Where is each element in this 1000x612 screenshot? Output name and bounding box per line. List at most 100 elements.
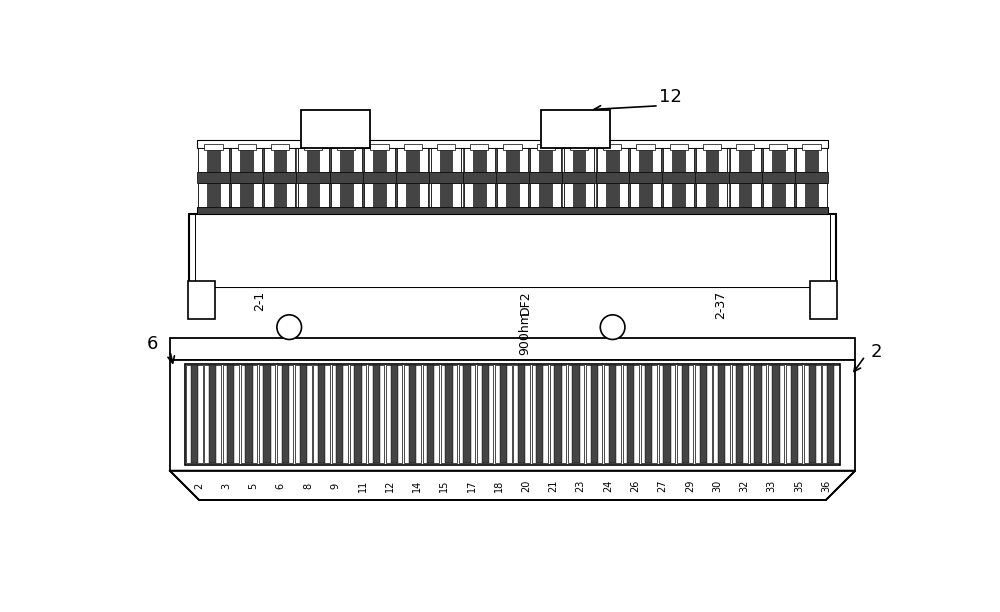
Bar bbox=[805, 148, 818, 172]
Bar bbox=[703, 143, 721, 150]
Bar bbox=[796, 148, 827, 172]
Bar bbox=[301, 110, 370, 148]
Bar bbox=[231, 148, 262, 172]
Bar bbox=[539, 183, 552, 207]
Bar bbox=[431, 148, 461, 172]
Bar bbox=[696, 148, 727, 172]
Text: 21: 21 bbox=[548, 480, 558, 492]
Bar bbox=[706, 183, 718, 207]
Bar bbox=[373, 183, 386, 207]
Bar bbox=[530, 148, 561, 172]
Bar bbox=[209, 365, 216, 463]
Bar bbox=[564, 148, 594, 172]
Bar bbox=[736, 143, 754, 150]
Text: 8: 8 bbox=[303, 483, 313, 489]
Bar bbox=[639, 148, 652, 172]
Bar bbox=[550, 365, 566, 463]
Bar bbox=[477, 365, 493, 463]
Bar bbox=[245, 365, 253, 463]
Bar bbox=[645, 365, 652, 463]
Bar bbox=[763, 148, 794, 172]
Bar bbox=[586, 365, 602, 463]
Bar bbox=[573, 183, 585, 207]
Bar bbox=[277, 365, 293, 463]
Bar bbox=[482, 365, 489, 463]
Bar bbox=[696, 183, 727, 207]
Bar bbox=[441, 365, 457, 463]
Bar bbox=[264, 183, 295, 207]
Bar bbox=[307, 148, 319, 172]
Bar bbox=[541, 110, 610, 148]
Bar bbox=[591, 365, 598, 463]
Bar bbox=[445, 365, 453, 463]
Bar bbox=[809, 365, 816, 463]
Circle shape bbox=[277, 315, 302, 340]
Bar bbox=[791, 365, 798, 463]
Text: 26: 26 bbox=[630, 480, 640, 492]
Bar bbox=[191, 365, 198, 463]
Bar bbox=[604, 365, 621, 463]
Bar bbox=[636, 143, 655, 150]
Text: 6: 6 bbox=[146, 335, 158, 354]
Bar bbox=[530, 183, 561, 207]
Bar bbox=[313, 365, 330, 463]
Text: 30: 30 bbox=[712, 480, 722, 492]
Bar bbox=[554, 365, 562, 463]
Bar bbox=[241, 365, 257, 463]
Bar bbox=[404, 365, 421, 463]
Text: 17: 17 bbox=[467, 480, 477, 492]
Bar bbox=[536, 365, 543, 463]
Bar bbox=[264, 148, 295, 172]
Text: 20: 20 bbox=[521, 480, 531, 492]
Bar bbox=[663, 183, 694, 207]
Bar bbox=[768, 365, 784, 463]
Bar bbox=[769, 143, 787, 150]
Bar bbox=[564, 183, 594, 207]
Circle shape bbox=[600, 315, 625, 340]
Bar bbox=[197, 207, 828, 214]
Bar bbox=[198, 148, 229, 172]
Bar bbox=[682, 365, 689, 463]
Bar bbox=[641, 365, 657, 463]
Bar bbox=[198, 183, 229, 207]
Bar bbox=[473, 148, 486, 172]
Bar bbox=[295, 365, 312, 463]
Bar bbox=[189, 214, 836, 287]
Text: 24: 24 bbox=[603, 480, 613, 492]
Bar bbox=[440, 148, 452, 172]
Bar bbox=[370, 143, 389, 150]
Bar bbox=[603, 143, 621, 150]
Bar bbox=[754, 365, 762, 463]
Bar bbox=[464, 183, 495, 207]
Bar bbox=[170, 360, 855, 471]
Bar bbox=[223, 365, 239, 463]
Bar bbox=[623, 365, 639, 463]
Bar bbox=[695, 365, 712, 463]
Bar bbox=[597, 148, 628, 172]
Bar bbox=[197, 140, 828, 148]
Bar bbox=[350, 365, 366, 463]
Bar bbox=[639, 183, 652, 207]
Bar bbox=[386, 365, 402, 463]
Bar bbox=[497, 183, 528, 207]
Text: 900hm: 900hm bbox=[519, 312, 532, 355]
Bar bbox=[463, 365, 471, 463]
Bar bbox=[340, 183, 353, 207]
Bar bbox=[506, 183, 519, 207]
Bar bbox=[796, 183, 827, 207]
Text: DF2: DF2 bbox=[519, 291, 532, 315]
Bar bbox=[513, 365, 530, 463]
Bar bbox=[354, 365, 362, 463]
Bar bbox=[263, 365, 271, 463]
Bar bbox=[677, 365, 693, 463]
Bar bbox=[440, 183, 452, 207]
Bar bbox=[336, 365, 343, 463]
Bar bbox=[423, 365, 439, 463]
Bar bbox=[240, 148, 253, 172]
Polygon shape bbox=[170, 471, 855, 500]
Text: 11: 11 bbox=[358, 480, 368, 492]
Bar bbox=[570, 143, 588, 150]
Bar bbox=[606, 183, 619, 207]
Bar bbox=[307, 183, 319, 207]
Bar bbox=[532, 365, 548, 463]
